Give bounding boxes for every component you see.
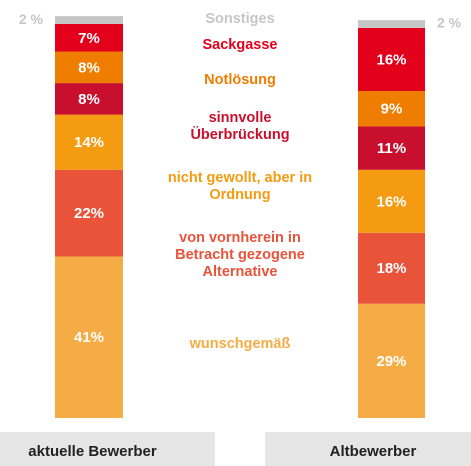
bar-segment <box>358 27 425 91</box>
category-label: aktuelle Bewerber <box>28 443 157 460</box>
value-label: 8% <box>78 91 100 108</box>
category-box <box>0 432 215 466</box>
value-label: 9% <box>381 101 403 118</box>
value-label: 41% <box>74 329 104 346</box>
value-label: 16% <box>376 193 406 210</box>
legend-entry: sinnvolle Überbrückung <box>190 110 290 143</box>
bar-segment <box>358 303 425 418</box>
bar-segment <box>358 90 425 127</box>
value-label: 11% <box>377 140 406 157</box>
bar-segment <box>55 114 123 170</box>
value-label: 8% <box>78 59 100 76</box>
legend-entry: von vornherein in Betracht gezogene Alte… <box>175 230 305 280</box>
category-box <box>265 432 471 466</box>
legend-entry: nicht gewollt, aber in Ordnung <box>167 170 313 203</box>
value-label: 18% <box>376 260 406 277</box>
value-label: 2 % <box>437 15 462 31</box>
legend-entry: wunschgemäß <box>189 336 291 352</box>
bar-segment <box>55 83 123 115</box>
value-label: 14% <box>74 134 104 151</box>
legend-entry: Notlösung <box>204 72 276 88</box>
value-label: 22% <box>74 205 104 222</box>
bar-segment <box>358 232 425 304</box>
bar-segment <box>358 20 425 28</box>
bar-segment <box>55 51 123 84</box>
legend-entry: Sackgasse <box>202 37 278 53</box>
bar-segment <box>55 24 123 52</box>
bar-segment <box>55 169 123 257</box>
bar-segment <box>55 256 123 418</box>
bar-segment <box>358 169 425 233</box>
value-label: 29% <box>376 353 406 370</box>
bar-segment <box>55 16 123 24</box>
bar-segment <box>358 126 425 170</box>
category-label: Altbewerber <box>330 443 417 460</box>
value-label: 16% <box>376 51 406 68</box>
legend-entry: Sonstiges <box>205 11 275 27</box>
value-label: 2 % <box>19 11 44 27</box>
value-label: 7% <box>78 30 100 47</box>
